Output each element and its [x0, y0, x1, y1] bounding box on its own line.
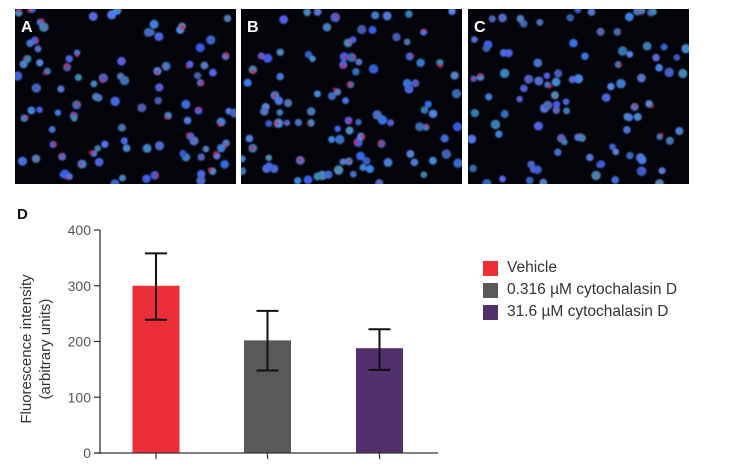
legend-label-high-dose: 31.6 µM cytochalasin D: [507, 303, 669, 320]
legend-item-vehicle: Vehicle: [483, 257, 677, 279]
legend-item-low-dose: 0.316 µM cytochalasin D: [483, 279, 677, 301]
cells-image-c: [468, 9, 689, 184]
legend-label-vehicle: Vehicle: [507, 259, 557, 276]
micrograph-panel-b: B: [241, 9, 462, 184]
legend-swatch-high-dose: [483, 304, 498, 320]
y-tick-label: 0: [83, 445, 91, 461]
y-tick-label: 100: [68, 389, 92, 405]
panel-label-a: A: [21, 19, 33, 36]
micrograph-panel-c: C: [468, 9, 689, 184]
legend-swatch-vehicle: [483, 260, 498, 276]
y-tick-label: 300: [68, 278, 92, 294]
cells-image-b: [241, 9, 462, 184]
y-tick-label: 200: [68, 334, 92, 350]
legend-swatch-low-dose: [483, 282, 498, 298]
micrograph-panel-a: A: [15, 9, 236, 184]
panel-label-c: C: [474, 19, 486, 36]
chart-panel-label: D: [17, 206, 28, 223]
legend: Vehicle 0.316 µM cytochalasin D 31.6 µM …: [483, 257, 677, 323]
cells-image-a: [15, 9, 236, 184]
legend-item-high-dose: 31.6 µM cytochalasin D: [483, 301, 677, 323]
legend-label-low-dose: 0.316 µM cytochalasin D: [507, 281, 678, 298]
panel-label-b: B: [247, 19, 259, 36]
y-tick-label: 400: [68, 222, 92, 238]
